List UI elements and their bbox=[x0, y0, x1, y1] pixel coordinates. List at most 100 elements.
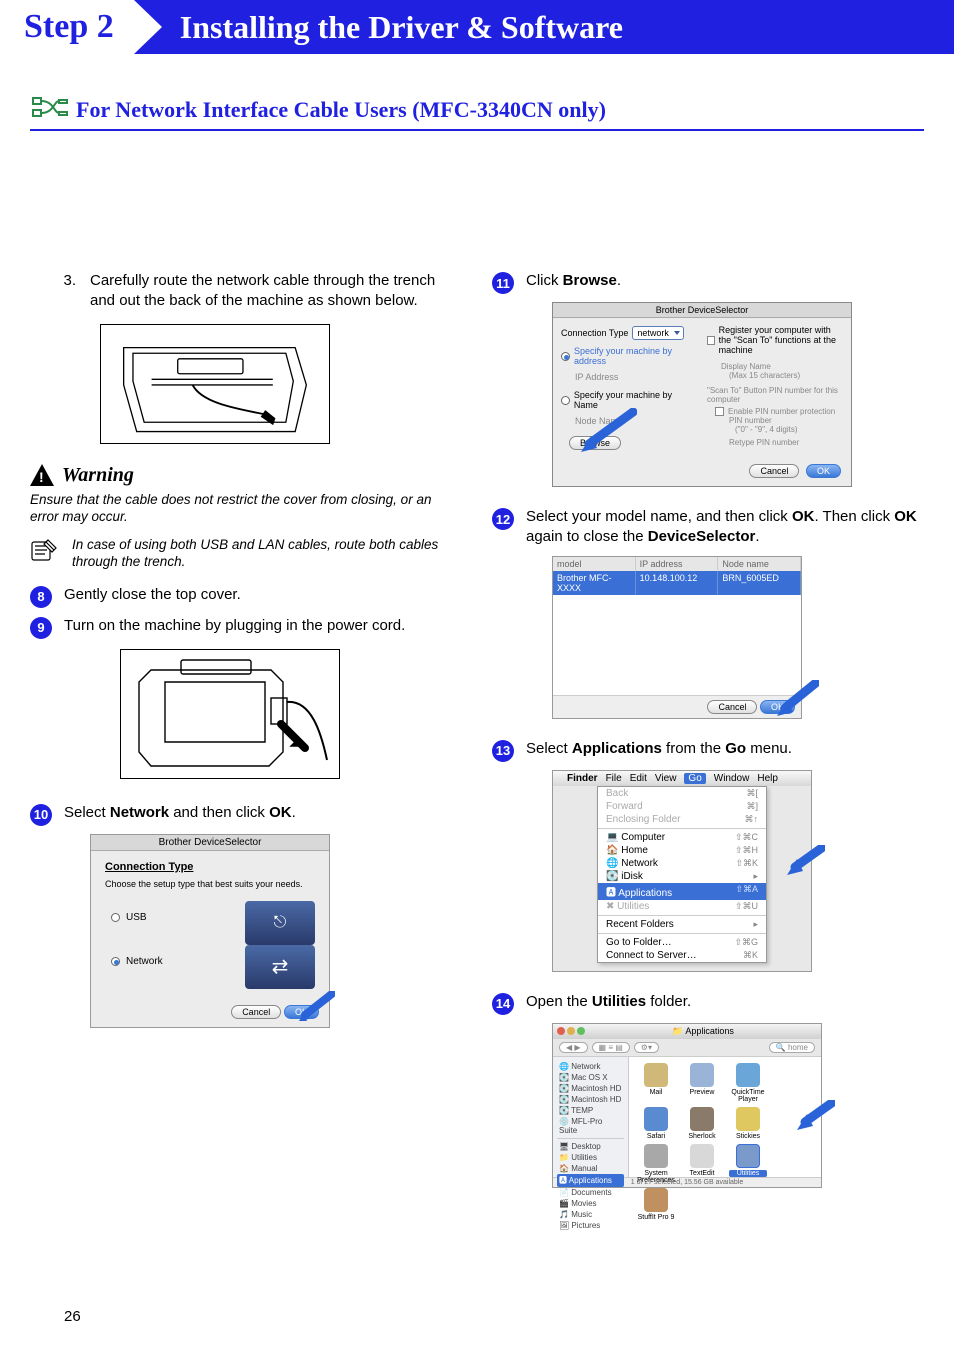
step-12-text: Select your model name, and then click O… bbox=[526, 507, 924, 548]
cancel-button[interactable]: Cancel bbox=[749, 464, 799, 478]
menu-help[interactable]: Help bbox=[757, 773, 778, 784]
sidebar-item[interactable]: 🖥 Desktop bbox=[557, 1141, 624, 1152]
warning-triangle-icon bbox=[30, 464, 54, 486]
app-stickies[interactable]: Stickies bbox=[729, 1107, 767, 1140]
step-8-bullet: 8 bbox=[30, 586, 52, 608]
menu-item-applications[interactable]: 🅰 Applications⇧⌘A bbox=[598, 883, 766, 900]
sidebar-item[interactable]: 🏠 Manual bbox=[557, 1163, 624, 1174]
app-sherlock[interactable]: Sherlock bbox=[683, 1107, 721, 1140]
radio-icon bbox=[111, 957, 120, 966]
menu-item-utilities[interactable]: ✖ Utilities⇧⌘U bbox=[598, 900, 766, 913]
menu-file[interactable]: File bbox=[606, 773, 622, 784]
checkbox-icon bbox=[707, 336, 715, 345]
pin-hint: ("0" - "9", 4 digits) bbox=[735, 425, 843, 434]
sidebar-item[interactable]: 📄 Documents bbox=[557, 1187, 624, 1198]
menu-item-network[interactable]: 🌐 Network⇧⌘K bbox=[598, 857, 766, 870]
app-mail[interactable]: Mail bbox=[637, 1063, 675, 1103]
col-model: model bbox=[553, 557, 636, 571]
conn-type-label: Connection Type bbox=[561, 328, 628, 338]
connection-type-dialog: Brother DeviceSelector Connection Type C… bbox=[90, 834, 330, 1028]
menu-item-back: Back⌘[ bbox=[598, 787, 766, 800]
finder-window: 📁 Applications ◀ ▶ ▦ ≡ ▤ ⚙▾ 🔍 home 🌐 Net… bbox=[552, 1023, 822, 1188]
menu-item-computer[interactable]: 💻 Computer⇧⌘C bbox=[598, 831, 766, 844]
back-forward-buttons[interactable]: ◀ ▶ bbox=[559, 1042, 588, 1053]
register-computer-option[interactable]: Register your computer with the "Scan To… bbox=[707, 326, 843, 356]
network-illustration: ⇄ bbox=[245, 945, 315, 989]
specify-by-address-option[interactable]: Specify your machine by address bbox=[561, 346, 697, 366]
specify-by-name-option[interactable]: Specify your machine by Name bbox=[561, 390, 697, 410]
sidebar-item[interactable]: 🎬 Movies bbox=[557, 1198, 624, 1209]
conn-type-select[interactable]: network bbox=[632, 326, 684, 340]
ip-address-label: IP Address bbox=[575, 372, 697, 382]
retype-pin-label: Retype PIN number bbox=[729, 438, 843, 447]
checkbox-icon bbox=[715, 407, 724, 416]
sidebar-item[interactable]: 💽 Macintosh HD bbox=[557, 1094, 624, 1105]
usb-illustration: ⎋ bbox=[245, 901, 315, 945]
display-name-label: Display Name bbox=[721, 362, 843, 371]
model-row[interactable]: Brother MFC-XXXX 10.148.100.12 BRN_6005E… bbox=[553, 571, 801, 595]
menu-edit[interactable]: Edit bbox=[630, 773, 647, 784]
app-quicktime[interactable]: QuickTime Player bbox=[729, 1063, 767, 1103]
go-dropdown: Back⌘[ Forward⌘] Enclosing Folder⌘↑ 💻 Co… bbox=[597, 786, 767, 963]
section-title: For Network Interface Cable Users (MFC-3… bbox=[76, 97, 606, 123]
menu-item-recent[interactable]: Recent Folders▸ bbox=[598, 918, 766, 931]
network-option[interactable]: Network bbox=[111, 956, 163, 967]
step-9-bullet: 9 bbox=[30, 617, 52, 639]
menu-window[interactable]: Window bbox=[714, 773, 750, 784]
menu-go[interactable]: Go bbox=[684, 773, 705, 784]
sidebar-item[interactable]: 💽 Macintosh HD bbox=[557, 1083, 624, 1094]
ok-button[interactable]: OK bbox=[806, 464, 841, 478]
step-14-text: Open the Utilities folder. bbox=[526, 992, 924, 1012]
menu-finder[interactable]: Finder bbox=[567, 773, 598, 784]
left-column: 3. Carefully route the network cable thr… bbox=[30, 271, 462, 1208]
menu-view[interactable]: View bbox=[655, 773, 677, 784]
window-controls[interactable] bbox=[557, 1027, 585, 1035]
menu-item-enclosing: Enclosing Folder⌘↑ bbox=[598, 813, 766, 826]
menu-item-gotofolder[interactable]: Go to Folder…⇧⌘G bbox=[598, 936, 766, 949]
sidebar-item[interactable]: 🌐 Network bbox=[557, 1061, 624, 1072]
action-button[interactable]: ⚙▾ bbox=[634, 1042, 659, 1053]
page-title: Installing the Driver & Software bbox=[134, 0, 954, 54]
radio-icon bbox=[111, 913, 120, 922]
step-9-text: Turn on the machine by plugging in the p… bbox=[64, 616, 462, 636]
step-11-text: Click Browse. bbox=[526, 271, 924, 291]
note-row: In case of using both USB and LAN cables… bbox=[30, 536, 462, 571]
step-8-text: Gently close the top cover. bbox=[64, 585, 462, 605]
warning-title: Warning bbox=[62, 464, 134, 487]
cancel-button[interactable]: Cancel bbox=[707, 700, 757, 714]
cancel-button[interactable]: Cancel bbox=[231, 1005, 281, 1019]
dialog-titlebar: Brother DeviceSelector bbox=[91, 835, 329, 851]
radio-icon bbox=[561, 396, 570, 405]
app-preview[interactable]: Preview bbox=[683, 1063, 721, 1103]
enable-pin-option[interactable]: Enable PIN number protection bbox=[715, 407, 843, 416]
sidebar-item[interactable]: 🖼 Pictures bbox=[557, 1220, 624, 1231]
step-11-bullet: 11 bbox=[492, 272, 514, 294]
step-13-bullet: 13 bbox=[492, 740, 514, 762]
sidebar-item[interactable]: 📁 Utilities bbox=[557, 1152, 624, 1163]
sidebar-item-applications[interactable]: 🅰 Applications bbox=[557, 1174, 624, 1187]
menu-item-home[interactable]: 🏠 Home⇧⌘H bbox=[598, 844, 766, 857]
sidebar-item[interactable]: 💽 TEMP bbox=[557, 1105, 624, 1116]
pointer-arrow-icon bbox=[795, 1100, 835, 1134]
sidebar-item[interactable]: 💽 Mac OS X bbox=[557, 1072, 624, 1083]
app-utilities[interactable]: Utilities bbox=[729, 1144, 767, 1184]
app-sysprefs[interactable]: System Preferences bbox=[637, 1144, 675, 1184]
usb-option[interactable]: USB bbox=[111, 912, 147, 923]
sidebar-item[interactable]: 💿 MFL-Pro Suite bbox=[557, 1116, 624, 1136]
app-safari[interactable]: Safari bbox=[637, 1107, 675, 1140]
dialog-titlebar: Brother DeviceSelector bbox=[553, 303, 851, 318]
finder-titlebar: 📁 Applications bbox=[553, 1024, 821, 1039]
step-3: 3. Carefully route the network cable thr… bbox=[60, 271, 462, 312]
app-stuffit[interactable]: StuffIt Pro 9 bbox=[637, 1188, 675, 1221]
menu-item-idisk[interactable]: 💽 iDisk▸ bbox=[598, 870, 766, 883]
device-selector-dialog: Brother DeviceSelector Connection Type n… bbox=[552, 302, 852, 487]
sidebar-item[interactable]: 🎵 Music bbox=[557, 1209, 624, 1220]
view-buttons[interactable]: ▦ ≡ ▤ bbox=[592, 1042, 630, 1053]
menu-item-connect[interactable]: Connect to Server…⌘K bbox=[598, 949, 766, 962]
step-12-bullet: 12 bbox=[492, 508, 514, 530]
finder-sidebar: 🌐 Network 💽 Mac OS X 💽 Macintosh HD 💽 Ma… bbox=[553, 1057, 629, 1177]
page-header: Step 2 Installing the Driver & Software bbox=[0, 0, 954, 54]
app-textedit[interactable]: TextEdit bbox=[683, 1144, 721, 1184]
search-field[interactable]: 🔍 home bbox=[769, 1042, 815, 1053]
cable-routing-diagram bbox=[100, 324, 330, 444]
